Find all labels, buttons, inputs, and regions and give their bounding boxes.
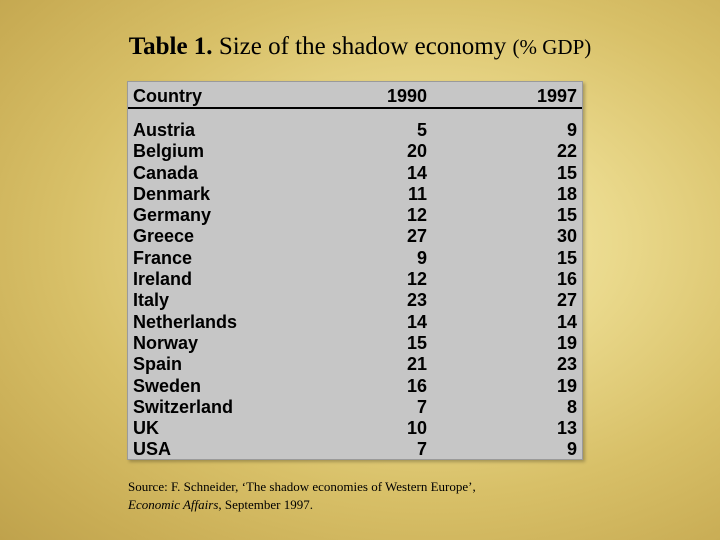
cell-country: Spain bbox=[133, 354, 183, 375]
cell-1997: 22 bbox=[556, 141, 577, 162]
title-table-number: Table 1. bbox=[128, 33, 213, 60]
cell-country: Norway bbox=[133, 332, 199, 353]
cell-1990: 12 bbox=[406, 269, 427, 290]
source-note: Source: F. Schneider, ‘The shadow econom… bbox=[128, 478, 588, 514]
cell-1997: 18 bbox=[556, 183, 577, 204]
cell-country: Belgium bbox=[133, 141, 205, 162]
table-row: Belgium 20 22 bbox=[128, 141, 582, 162]
cell-country: Austria bbox=[133, 120, 196, 140]
cell-1990: 7 bbox=[416, 396, 427, 417]
cell-1990: 23 bbox=[406, 290, 427, 311]
cell-1997: 30 bbox=[556, 226, 577, 247]
cell-1990: 11 bbox=[407, 183, 427, 204]
page-title: Table 1. Size of the shadow economy (% G… bbox=[0, 33, 720, 61]
source-date: , September 1997. bbox=[218, 497, 313, 512]
table-row: Sweden 16 19 bbox=[128, 376, 582, 397]
header-country: Country bbox=[133, 86, 202, 106]
cell-1997: 15 bbox=[556, 205, 577, 226]
cell-country: USA bbox=[133, 439, 172, 460]
cell-1990: 7 bbox=[416, 439, 427, 460]
cell-country: Switzerland bbox=[133, 396, 234, 417]
cell-country: Ireland bbox=[133, 269, 193, 290]
table-body: Austria 5 9 Belgium 20 22 Canada 14 15 Denmark 11 1… bbox=[128, 120, 582, 461]
shadow-economy-table: Country 1990 1997 Austria 5 9 Belgium 20 22 Ca… bbox=[127, 81, 583, 460]
cell-1997: 9 bbox=[566, 439, 577, 460]
table-row: Ireland 12 16 bbox=[128, 269, 582, 290]
cell-1997: 19 bbox=[556, 332, 577, 353]
cell-1990: 14 bbox=[406, 311, 427, 332]
table-row: Canada 14 15 bbox=[128, 163, 582, 184]
cell-country: UK bbox=[133, 418, 159, 439]
header-1997: 1997 bbox=[536, 86, 577, 106]
cell-1997: 8 bbox=[566, 396, 577, 417]
table-row: Netherlands 14 14 bbox=[128, 312, 582, 333]
cell-1990: 15 bbox=[406, 332, 427, 353]
table-header: Country 1990 1997 bbox=[128, 85, 582, 109]
cell-1990: 27 bbox=[406, 226, 427, 247]
cell-country: Canada bbox=[133, 162, 199, 183]
cell-country: Netherlands bbox=[133, 311, 238, 332]
cell-1997: 14 bbox=[556, 311, 577, 332]
table-row: Greece 27 30 bbox=[128, 226, 582, 247]
cell-1990: 20 bbox=[406, 141, 427, 162]
table-row: Austria 5 9 bbox=[128, 120, 582, 141]
cell-1997: 27 bbox=[556, 290, 577, 311]
table-row: Italy 23 27 bbox=[128, 290, 582, 311]
source-line-2: Economic Affairs, September 1997. bbox=[128, 496, 588, 514]
cell-country: Germany bbox=[133, 205, 212, 226]
table-row: Switzerland 7 8 bbox=[128, 397, 582, 418]
cell-1990: 5 bbox=[416, 120, 427, 140]
cell-country: Greece bbox=[133, 226, 195, 247]
cell-1997: 9 bbox=[566, 120, 577, 140]
cell-country: Sweden bbox=[133, 375, 202, 396]
title-text: Size of the shadow economy bbox=[212, 33, 513, 60]
table-row: UK 10 13 bbox=[128, 418, 582, 439]
cell-country: Denmark bbox=[133, 183, 211, 204]
cell-1990: 14 bbox=[406, 162, 427, 183]
header-1990: 1990 bbox=[386, 86, 427, 106]
table-row: Germany 12 15 bbox=[128, 205, 582, 226]
table-row: Spain 21 23 bbox=[128, 354, 582, 375]
table-row: Denmark 11 18 bbox=[128, 184, 582, 205]
cell-1997: 16 bbox=[556, 269, 577, 290]
cell-1990: 12 bbox=[406, 205, 427, 226]
title-unit: (% GDP) bbox=[512, 35, 592, 59]
table-row: USA 7 9 bbox=[128, 439, 582, 460]
cell-1997: 15 bbox=[556, 162, 577, 183]
cell-1990: 10 bbox=[406, 418, 427, 439]
cell-1997: 15 bbox=[556, 247, 577, 268]
cell-1990: 9 bbox=[416, 247, 427, 268]
cell-country: France bbox=[133, 247, 193, 268]
cell-1990: 16 bbox=[406, 375, 427, 396]
table-row: Norway 15 19 bbox=[128, 333, 582, 354]
cell-1997: 23 bbox=[556, 354, 577, 375]
table-row: France 9 15 bbox=[128, 248, 582, 269]
source-journal: Economic Affairs bbox=[128, 497, 219, 512]
source-line-1: Source: F. Schneider, ‘The shadow econom… bbox=[128, 479, 476, 494]
cell-1997: 13 bbox=[556, 418, 577, 439]
cell-country: Italy bbox=[133, 290, 170, 311]
cell-1990: 21 bbox=[406, 354, 427, 375]
cell-1997: 19 bbox=[556, 375, 577, 396]
